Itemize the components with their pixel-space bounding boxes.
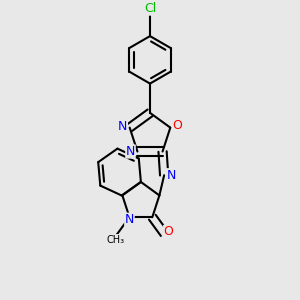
- Text: N: N: [167, 169, 176, 182]
- Text: O: O: [164, 225, 174, 239]
- Text: N: N: [126, 145, 135, 158]
- Text: N: N: [125, 213, 134, 226]
- Text: Cl: Cl: [144, 2, 156, 15]
- Text: N: N: [118, 119, 128, 133]
- Text: O: O: [172, 118, 182, 132]
- Text: CH₃: CH₃: [106, 235, 124, 244]
